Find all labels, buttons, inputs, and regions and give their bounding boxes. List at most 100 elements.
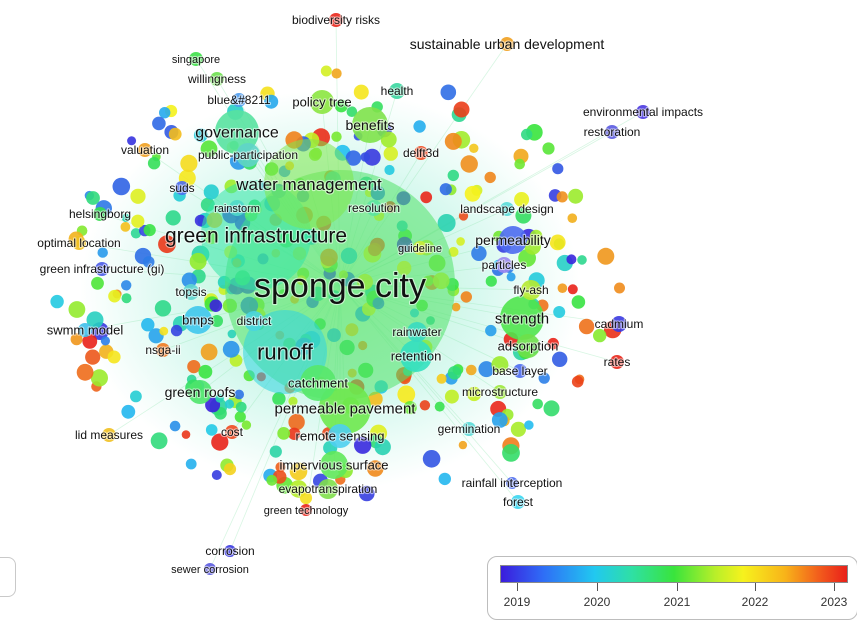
side-panel-tab[interactable] bbox=[0, 557, 16, 597]
node-policy-tree[interactable] bbox=[310, 90, 334, 114]
node-green-technology[interactable] bbox=[300, 504, 312, 516]
keyword-node bbox=[524, 420, 534, 430]
keyword-node bbox=[420, 191, 433, 204]
keyword-node bbox=[529, 229, 543, 243]
legend-tick bbox=[517, 583, 518, 591]
keyword-node bbox=[434, 401, 445, 412]
legend-tick bbox=[755, 583, 756, 591]
keyword-node bbox=[275, 462, 286, 473]
label-layer: sponge city green infrastructure water man… bbox=[36, 12, 704, 577]
keyword-node bbox=[234, 411, 246, 423]
keyword-node bbox=[549, 234, 566, 251]
node-green-infrastructure-gi-[interactable] bbox=[95, 262, 109, 276]
node-green-roofs[interactable] bbox=[188, 380, 212, 404]
keyword-node bbox=[384, 164, 395, 176]
node-valuation[interactable] bbox=[138, 143, 152, 157]
node-permeable-pavement[interactable] bbox=[319, 382, 371, 434]
keyword-node bbox=[436, 373, 447, 384]
node-restoration[interactable] bbox=[605, 125, 619, 139]
node-label: delft3d bbox=[403, 146, 439, 160]
node-benefits[interactable] bbox=[352, 107, 388, 143]
keyword-node bbox=[491, 356, 509, 374]
node-biodiversity-risks[interactable] bbox=[329, 13, 343, 27]
node-label: adsorption bbox=[498, 339, 559, 354]
node-label: district bbox=[237, 314, 272, 328]
node-label: fly-ash bbox=[513, 283, 548, 297]
keyword-node bbox=[571, 295, 586, 309]
node-cadmium[interactable] bbox=[611, 316, 627, 332]
keyword-node bbox=[143, 224, 156, 237]
node-lid-measures[interactable] bbox=[102, 428, 116, 442]
node-forest[interactable] bbox=[511, 495, 525, 509]
node-singapore[interactable] bbox=[189, 52, 203, 66]
node-label: willingness bbox=[187, 72, 246, 86]
node-base-layer[interactable] bbox=[513, 364, 527, 378]
node-microstructure[interactable] bbox=[493, 385, 507, 399]
keyword-node bbox=[158, 235, 176, 254]
node-topsis[interactable] bbox=[183, 284, 199, 300]
keyword-node bbox=[413, 120, 426, 133]
node-catchment[interactable] bbox=[300, 365, 336, 401]
node-impervious-surface[interactable] bbox=[320, 451, 348, 479]
node-label: policy tree bbox=[292, 95, 351, 110]
node-blue-8211[interactable] bbox=[232, 93, 246, 107]
node-optimal-location[interactable] bbox=[72, 236, 86, 250]
node-fly-ash[interactable] bbox=[521, 280, 541, 300]
node-germination[interactable] bbox=[462, 422, 476, 436]
node-bmps[interactable] bbox=[184, 306, 212, 334]
keyword-node bbox=[556, 191, 568, 203]
keyword-node bbox=[170, 324, 183, 337]
node-label: health bbox=[381, 84, 414, 98]
node-sustainable-urban-development[interactable] bbox=[500, 37, 514, 51]
node-nsga-ii[interactable] bbox=[156, 343, 170, 357]
node-health[interactable] bbox=[389, 83, 405, 99]
node-label: impervious surface bbox=[279, 458, 388, 473]
node-corrosion[interactable] bbox=[224, 545, 236, 557]
legend-year-2022: 2022 bbox=[741, 595, 769, 609]
node-particles[interactable] bbox=[496, 257, 512, 273]
node-cost[interactable] bbox=[225, 425, 239, 439]
node-helsingborg[interactable] bbox=[93, 207, 107, 221]
keyword-node bbox=[510, 421, 526, 437]
minor-node-layer bbox=[50, 65, 625, 505]
node-label: blue&#8211 bbox=[207, 93, 270, 107]
node-rates[interactable] bbox=[610, 355, 624, 369]
node-guideline[interactable] bbox=[413, 241, 427, 255]
keyword-node bbox=[444, 132, 462, 150]
keyword-node bbox=[502, 444, 520, 462]
node-public-participation[interactable] bbox=[236, 143, 260, 167]
keyword-node bbox=[543, 400, 560, 417]
node-label: swmm model bbox=[47, 323, 124, 338]
node-retention[interactable] bbox=[400, 340, 432, 372]
keyword-node bbox=[120, 222, 131, 232]
keyword-node bbox=[444, 389, 459, 404]
node-strength[interactable] bbox=[500, 296, 544, 340]
node-label: permeability bbox=[475, 232, 550, 248]
keyword-node bbox=[222, 340, 240, 358]
node-district[interactable] bbox=[244, 311, 264, 331]
node-environmental-impacts[interactable] bbox=[636, 105, 650, 119]
node-permeability[interactable] bbox=[499, 226, 527, 254]
node-rainwater[interactable] bbox=[407, 322, 427, 342]
node-label: nsga-ii bbox=[145, 343, 180, 357]
keyword-node bbox=[141, 318, 155, 332]
node-resolution[interactable] bbox=[366, 200, 382, 216]
node-evapotranspiration[interactable] bbox=[318, 479, 338, 499]
node-remote-sensing[interactable] bbox=[328, 424, 352, 448]
node-sewer-corrosion[interactable] bbox=[204, 563, 216, 575]
keyword-node bbox=[557, 283, 568, 294]
node-rainfall-interception[interactable] bbox=[506, 477, 518, 489]
node-suds[interactable] bbox=[175, 181, 189, 195]
node-delft3d[interactable] bbox=[414, 146, 428, 160]
node-swmm-model[interactable] bbox=[78, 323, 92, 337]
node-landscape-design[interactable] bbox=[500, 202, 514, 216]
keyword-node bbox=[514, 158, 525, 170]
node-adsorption[interactable] bbox=[516, 334, 540, 358]
keyword-node bbox=[360, 152, 371, 162]
node-willingness[interactable] bbox=[210, 72, 224, 86]
keyword-node bbox=[289, 462, 308, 481]
keyword-node bbox=[466, 364, 477, 376]
node-water-management[interactable] bbox=[264, 139, 354, 229]
node-rainstorm[interactable] bbox=[229, 200, 245, 216]
keyword-node bbox=[506, 272, 516, 282]
